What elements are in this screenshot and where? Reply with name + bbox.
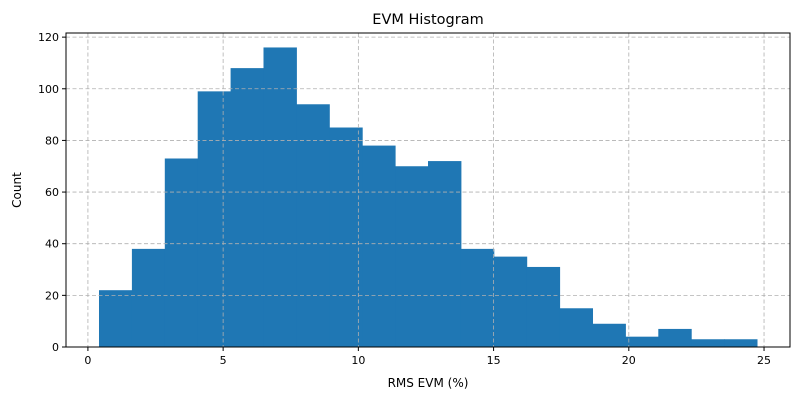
histogram-bar [559,308,594,347]
y-tick-label: 100 [38,83,59,96]
y-tick-label: 0 [52,341,59,354]
histogram-bar [263,47,297,348]
x-tick-label: 20 [622,354,636,367]
histogram-bar [395,166,429,347]
x-ticks: 0 5 10 15 20 25 [84,347,771,367]
x-tick-label: 25 [757,354,771,367]
histogram-bar [98,290,133,347]
x-tick-label: 0 [84,354,91,367]
x-tick-label: 10 [351,354,365,367]
chart-title: EVM Histogram [372,12,483,28]
y-tick-label: 120 [38,31,59,44]
histogram-bar [658,328,692,347]
histogram-bar [460,248,495,347]
histogram-bar [428,161,462,347]
y-tick-label: 60 [45,186,59,199]
y-tick-label: 20 [45,289,59,302]
y-tick-label: 40 [45,238,59,251]
histogram-bar [230,68,264,348]
histogram-bar [197,91,232,347]
x-tick-label: 15 [487,354,501,367]
y-tick-label: 80 [45,134,59,147]
histogram-bar [526,266,561,347]
plot-frame [65,32,791,348]
bars [98,47,758,348]
histogram-bar [691,339,725,347]
x-tick-label: 5 [220,354,227,367]
histogram-bar [493,256,528,347]
histogram-bar [724,339,758,347]
x-axis-label: RMS EVM (%) [388,376,469,390]
histogram-bar [592,323,626,347]
y-axis-label: Count [10,172,24,208]
histogram-bar [362,145,396,347]
histogram-bar [329,127,363,348]
histogram-bar [131,248,166,347]
y-ticks: 0 20 40 60 80 100 120 [38,31,66,354]
histogram-bar [625,336,659,347]
histogram-bar [296,104,330,347]
histogram-bar [164,158,199,347]
